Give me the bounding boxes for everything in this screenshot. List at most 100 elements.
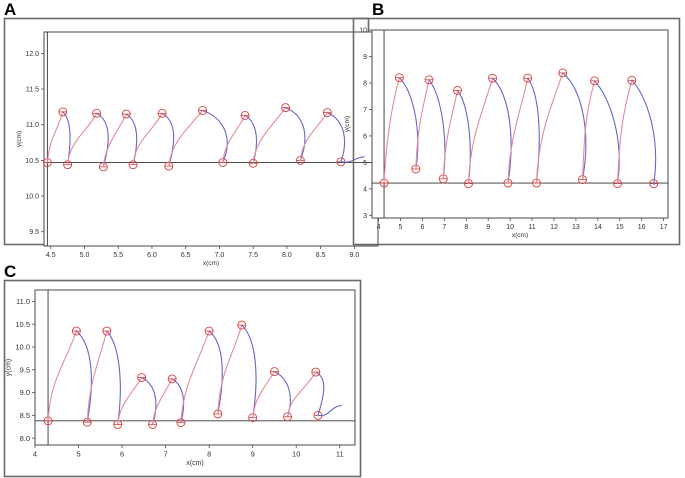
- y-tick-label: 4: [363, 186, 367, 193]
- panel-label-a: A: [4, 0, 17, 19]
- x-tick-label: 15: [616, 224, 624, 231]
- x-tick-label: 8: [464, 224, 468, 231]
- trace-segment-down: [106, 330, 121, 425]
- trace-segment-up: [581, 80, 596, 180]
- y-tick-label: 10: [359, 27, 367, 34]
- trace-segment-tail: [340, 156, 365, 163]
- y-axis-title: y(cm): [16, 131, 23, 147]
- x-tick-label: 6: [420, 224, 424, 231]
- trace-segment-down: [285, 107, 306, 161]
- x-tick-label: 7: [442, 224, 446, 231]
- x-tick-label: 17: [660, 224, 668, 231]
- y-tick-label: 5: [363, 160, 367, 167]
- x-tick-label: 6.5: [181, 252, 191, 259]
- x-tick-label: 8.0: [282, 252, 292, 259]
- y-tick-label: 8.5: [20, 411, 30, 420]
- trace-segment-up: [46, 111, 64, 163]
- trace-segment-up: [467, 78, 494, 184]
- figure-frame: [352, 17, 681, 246]
- x-tick-label: 8: [207, 450, 211, 459]
- trace-segment-up: [117, 377, 143, 425]
- y-tick-label: 10.0: [25, 194, 39, 201]
- panel-label-b: B: [372, 0, 385, 19]
- trace-segment-up: [67, 113, 98, 165]
- x-tick-label: 14: [594, 224, 602, 231]
- y-axis-title: y(cm): [344, 116, 351, 132]
- y-axis-title: y(cm): [6, 359, 13, 377]
- trace-segment-down: [208, 330, 223, 415]
- x-tick-label: 5: [76, 450, 80, 459]
- trace-segment-up: [415, 79, 430, 170]
- trace-segment-down: [492, 77, 512, 184]
- trace-segment-up: [217, 324, 243, 415]
- trace-segment-up: [168, 110, 203, 167]
- x-axis-title: x(cm): [203, 260, 219, 267]
- trace-segment-tail: [317, 404, 343, 417]
- trace-segment-down: [399, 77, 419, 170]
- x-axis-title: x(cm): [512, 232, 528, 239]
- y-tick-label: 9: [363, 54, 367, 61]
- x-tick-label: 12: [550, 224, 558, 231]
- trace-segment-up: [86, 330, 108, 423]
- trace-segment-up: [299, 112, 328, 161]
- x-tick-label: 9: [486, 224, 490, 231]
- trace-segment-up: [102, 113, 127, 167]
- trace-segment-up: [132, 113, 163, 165]
- trace-segment-down: [202, 109, 228, 163]
- plot-area: [43, 31, 379, 247]
- x-tick-label: 11: [336, 450, 344, 459]
- x-tick-label: 10: [292, 450, 300, 459]
- trace-segment-down: [631, 79, 657, 184]
- trace-segment-up: [252, 107, 287, 164]
- x-tick-label: 9: [251, 450, 255, 459]
- x-tick-label: 6: [120, 450, 124, 459]
- panel-label-c: C: [4, 262, 17, 281]
- x-axis-title: x(cm): [186, 460, 204, 467]
- y-tick-label: 10.5: [25, 158, 39, 165]
- y-tick-label: 6: [363, 133, 367, 140]
- y-tick-label: 3: [363, 213, 367, 220]
- plot-area: [371, 29, 669, 219]
- x-tick-label: 5: [399, 224, 403, 231]
- x-tick-label: 5.0: [80, 252, 90, 259]
- trace-segment-up: [535, 72, 564, 184]
- y-tick-label: 9.0: [20, 388, 30, 397]
- x-tick-label: 13: [572, 224, 580, 231]
- x-tick-label: 7.5: [248, 252, 258, 259]
- x-tick-label: 7: [164, 450, 168, 459]
- x-tick-label: 10: [506, 224, 514, 231]
- trace-segment-up: [507, 78, 529, 184]
- y-tick-label: 11.0: [16, 297, 30, 306]
- x-tick-label: 9.0: [350, 252, 360, 259]
- y-tick-label: 9.5: [29, 229, 39, 236]
- x-tick-label: 6.0: [147, 252, 157, 259]
- figure-frame: [3, 279, 362, 478]
- trace-segment-down: [241, 324, 257, 418]
- x-tick-label: 5.5: [113, 252, 123, 259]
- x-tick-label: 8.5: [316, 252, 326, 259]
- x-tick-label: 4: [377, 224, 381, 231]
- y-tick-label: 9.5: [20, 365, 30, 374]
- trace-segment-down: [562, 72, 587, 180]
- trace-segment-down: [315, 371, 325, 416]
- trace-segment-tail: [653, 182, 656, 186]
- y-tick-label: 11.0: [26, 122, 39, 129]
- trace-segment-up: [383, 77, 400, 184]
- y-tick-label: 10.5: [15, 320, 30, 329]
- x-tick-label: 16: [638, 224, 646, 231]
- y-tick-label: 8.0: [20, 434, 30, 443]
- trace-segment-up: [180, 330, 210, 423]
- y-tick-label: 8: [363, 80, 367, 87]
- trace-segment-up: [252, 371, 275, 418]
- trace-segment-down: [594, 80, 620, 184]
- x-tick-label: 7.0: [215, 252, 225, 259]
- y-tick-label: 7: [363, 107, 367, 114]
- x-tick-label: 11: [528, 224, 535, 231]
- trace-segment-up: [442, 90, 459, 179]
- x-tick-label: 4.5: [46, 252, 56, 259]
- y-tick-label: 12.0: [25, 51, 39, 58]
- trace-segment-up: [47, 330, 77, 421]
